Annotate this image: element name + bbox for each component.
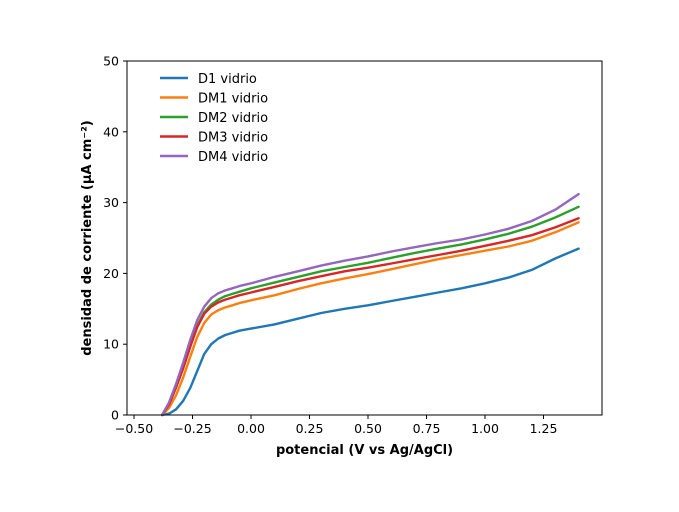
x-tick-label: 0.25 [296, 421, 324, 436]
y-tick-label: 0 [111, 408, 119, 423]
legend: D1 vidrio DM1 vidrio DM2 vidrio DM3 vidrio D… [160, 72, 268, 165]
x-tick-label: 1.00 [471, 421, 499, 436]
series-line-4 [160, 216, 580, 417]
x-axis: −0.50 −0.25 0.00 0.25 0.50 0.75 1.00 1.25 [115, 415, 558, 436]
y-tick-label: 30 [103, 195, 119, 210]
series-line-5 [160, 192, 580, 417]
y-tick-label: 10 [103, 337, 119, 352]
series-layer [160, 192, 580, 417]
y-tick-label: 40 [103, 124, 119, 139]
x-tick-label: 1.25 [530, 421, 558, 436]
y-axis-label: densidad de corriente (µA cm⁻²) [80, 120, 95, 356]
y-tick-label: 20 [103, 266, 119, 281]
legend-label: DM3 vidrio [198, 131, 268, 146]
legend-label: DM4 vidrio [198, 150, 268, 165]
y-tick-label: 50 [103, 54, 119, 69]
x-tick-label: −0.25 [173, 421, 211, 436]
x-tick-label: 0.00 [237, 421, 265, 436]
x-axis-label: potencial (V vs Ag/AgCl) [276, 443, 453, 458]
series-line-2 [160, 221, 580, 417]
x-tick-label: 0.75 [413, 421, 441, 436]
x-tick-label: 0.50 [354, 421, 382, 436]
series-line-1 [160, 247, 580, 417]
plot-frame [126, 60, 603, 416]
legend-label: DM2 vidrio [198, 111, 268, 126]
y-axis: 0 10 20 30 40 50 [103, 54, 127, 423]
x-tick-label: −0.50 [115, 421, 153, 436]
legend-label: DM1 vidrio [198, 92, 268, 107]
legend-label: D1 vidrio [198, 72, 257, 87]
